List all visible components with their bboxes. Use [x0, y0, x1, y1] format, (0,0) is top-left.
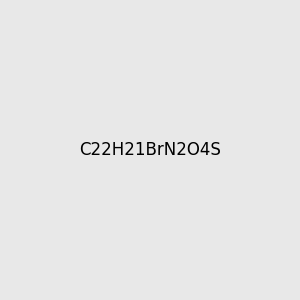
Text: C22H21BrN2O4S: C22H21BrN2O4S — [79, 141, 221, 159]
